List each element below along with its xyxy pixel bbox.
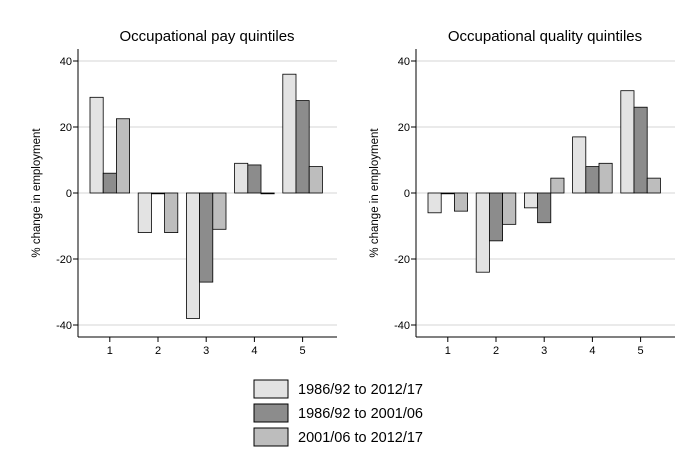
y-axis-label: % change in employment [31,128,43,258]
bar-q1-series-3 [453,192,468,212]
bar-q2-series-2 [488,192,503,242]
x-tick-label: 2 [493,345,499,357]
bar-q4-series-3 [260,192,275,195]
bar-q3-series-3 [550,177,565,194]
bar-q1-series-3 [116,118,131,194]
bar-q5-series-1 [282,73,297,194]
x-tick-label: 2 [155,345,161,357]
chart-title: Occupational quality quintiles [448,28,642,45]
bar-q3-series-2 [199,192,214,283]
y-axis-label: % change in employment [369,128,381,258]
bar-q3-series-1 [524,192,539,209]
y-tick-label: 20 [398,122,410,134]
x-tick-label: 1 [107,345,113,357]
bar-q4-series-1 [234,162,249,194]
bar-q5-series-2 [295,100,310,194]
y-tick-label: 0 [66,188,72,200]
x-tick-label: 5 [638,345,644,357]
bar-q3-series-3 [212,192,227,230]
bar-q2-series-2 [150,192,165,195]
legend: 1986/92 to 2012/17 1986/92 to 2001/06 2001… [253,379,423,447]
bar-q2-series-3 [502,192,517,225]
legend-swatch-2 [253,403,289,423]
y-tick-label: -20 [56,254,72,266]
bar-q4-series-1 [572,136,587,194]
x-tick-label: 4 [251,345,257,357]
bar-q2-series-1 [137,192,152,233]
y-tick-label: -40 [56,320,72,332]
x-tick-label: 1 [445,345,451,357]
bar-q4-series-3 [598,162,613,194]
legend-label-1: 1986/92 to 2012/17 [298,382,423,398]
bar-q1-series-2 [440,192,455,195]
bar-q1-series-2 [102,172,117,194]
y-tick-label: 20 [60,122,72,134]
chart-title: Occupational pay quintiles [119,28,294,45]
legend-label-3: 2001/06 to 2012/17 [298,430,423,446]
x-tick-label: 4 [589,345,595,357]
x-tick-label: 3 [203,345,209,357]
bar-q1-series-1 [427,192,442,214]
legend-swatch-3 [253,427,289,447]
bar-q5-series-1 [620,90,635,194]
x-tick-label: 5 [300,345,306,357]
bar-q3-series-1 [185,192,200,319]
bar-q4-series-2 [585,166,600,194]
legend-label-2: 1986/92 to 2001/06 [298,406,423,422]
bar-q1-series-1 [89,96,104,194]
bar-q5-series-3 [646,177,661,194]
bar-q5-series-3 [308,166,323,194]
bar-q2-series-1 [475,192,490,273]
bar-q4-series-2 [247,164,262,194]
quality-quintiles-panel: Occupational quality quintiles % change i… [369,28,675,357]
y-tick-label: 40 [398,56,410,68]
y-tick-label: 40 [60,56,72,68]
legend-swatch-1 [253,379,289,399]
y-tick-label: 0 [404,188,410,200]
x-tick-label: 3 [541,345,547,357]
y-tick-label: -40 [394,320,410,332]
bar-q3-series-2 [537,192,552,224]
bar-q2-series-3 [164,192,179,233]
bar-q5-series-2 [633,106,648,194]
y-tick-label: -20 [394,254,410,266]
pay-quintiles-panel: Occupational pay quintiles % change in em… [31,28,337,357]
